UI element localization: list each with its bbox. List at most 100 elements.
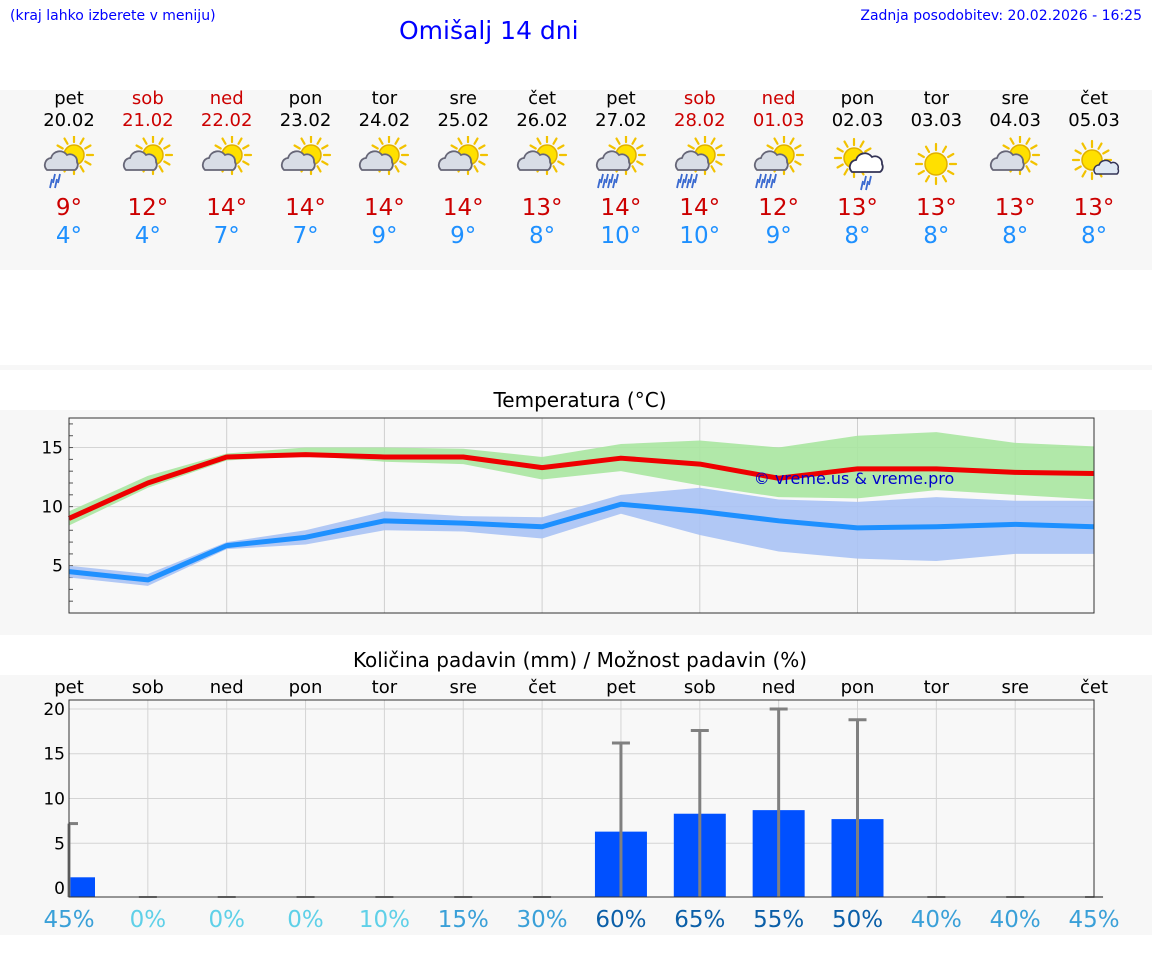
day-date: 03.03 [910,110,963,131]
sun-white-cloud-rain-icon [819,136,897,192]
sun-cloud-heavy-rain-icon [740,136,818,192]
day-column: pet 27.02 14° 10° [582,88,660,250]
day-column: čet 05.03 13° 8° [1055,88,1133,250]
forecast-band [0,90,1152,270]
precipitation-chance-label: 45% [1068,907,1119,933]
day-column: pet 20.02 9° 4° [30,88,108,250]
x-day-label: sob [132,677,164,698]
plot-frame [68,699,1095,898]
min-temperature: 8° [923,223,950,249]
precipitation-bar [69,877,95,897]
x-day-label: čet [528,677,556,698]
min-temperature: 8° [1080,223,1108,249]
x-day-label: tor [924,677,950,698]
last-update: Zadnja posodobitev: 20.02.2026 - 16:25 [860,8,1142,24]
day-date: 04.03 [989,110,1041,131]
min-temperature: 8° [844,223,871,249]
sun-cloud-icon [976,136,1054,192]
sun-cloud-icon [267,136,345,192]
y-tick-label: 10 [43,790,65,810]
day-name: sre [1001,88,1029,109]
min-range-band [69,487,1095,586]
day-name: tor [923,88,950,109]
min-temperature: 9° [450,223,477,249]
max-temperature: 12° [758,195,800,221]
sun-cloud-icon [109,136,187,192]
day-date: 01.03 [752,110,805,131]
day-date: 05.03 [1068,110,1120,131]
day-date: 27.02 [595,110,647,131]
sun-cloud-icon [424,136,502,192]
precipitation-chance-label: 55% [753,907,804,933]
day-date: 22.02 [200,110,253,131]
day-name: ned [209,88,244,109]
day-column: tor 24.02 14° 9° [345,88,423,250]
precipitation-chance-label: 40% [990,907,1041,933]
y-tick-label: 10 [41,498,63,518]
day-date: 28.02 [674,110,726,131]
day-column: ned 01.03 12° 9° [740,88,818,250]
y-tick-label: 15 [43,745,65,765]
day-name: čet [528,88,557,109]
precipitation-chance-label: 45% [43,907,94,933]
max-temperature: 14° [600,195,642,221]
min-temperature-line [68,501,1095,583]
sun-small-cloud-icon [1055,136,1133,192]
sun-icon [897,136,975,192]
day-date: 21.02 [122,110,174,131]
precipitation-chance-label: 0% [208,907,245,933]
min-temperature: 9° [371,223,398,249]
day-column: pon 02.03 13° 8° [819,88,897,250]
min-temperature: 8° [1002,223,1029,249]
day-date: 26.02 [516,110,568,131]
temperature-chart-title: Temperatura (°C) [493,388,667,412]
max-temperature: 12° [127,195,169,221]
x-day-label: ned [210,677,244,698]
x-day-label: čet [1080,677,1108,698]
min-temperature: 7° [292,223,319,249]
separator [0,365,1152,370]
day-name: ned [761,88,796,109]
max-temperature: 9° [55,195,83,221]
x-day-label: sob [684,677,716,698]
y-tick-label: 5 [54,834,65,854]
max-temperature: 14° [285,195,326,221]
x-day-label: tor [372,677,398,698]
sun-cloud-rain-icon [30,136,108,192]
page-title: Omišalj 14 dni [399,16,579,45]
day-date: 23.02 [279,110,332,131]
day-date: 02.03 [831,110,884,131]
precipitation-chance-label: 65% [674,907,725,933]
x-day-label: pet [54,677,84,698]
max-temperature: 13° [994,195,1036,221]
day-name: sre [449,88,477,109]
min-temperature: 9° [765,223,792,249]
day-name: pet [606,88,636,109]
y-tick-label: 0 [54,879,65,899]
day-name: pet [54,88,84,109]
day-name: sob [131,88,164,109]
precipitation-chance-label: 60% [595,907,646,933]
max-temperature: 14° [679,195,721,221]
max-temperature: 14° [442,195,484,221]
day-column: čet 26.02 13° 8° [503,88,581,250]
day-name: pon [288,88,323,109]
y-tick-label: 20 [43,700,65,720]
x-day-label: pon [841,677,875,698]
day-name: tor [371,88,398,109]
min-temperature: 8° [529,223,556,249]
precipitation-chance-label: 10% [359,907,410,933]
day-date: 25.02 [437,110,490,131]
precipitation-chart-title: Količina padavin (mm) / Možnost padavin … [352,648,808,672]
precipitation-chance-label: 15% [438,907,489,933]
max-temperature: 14° [364,195,405,221]
sun-cloud-heavy-rain-icon [582,136,660,192]
max-temperature: 13° [837,195,878,221]
max-temperature-line [67,452,1095,521]
watermark: © vreme.us & vreme.pro [754,469,955,488]
precipitation-chance-label: 0% [130,907,167,933]
day-column: sob 21.02 12° 4° [109,88,187,250]
max-temperature: 13° [915,195,957,221]
day-column: sre 25.02 14° 9° [424,88,502,250]
